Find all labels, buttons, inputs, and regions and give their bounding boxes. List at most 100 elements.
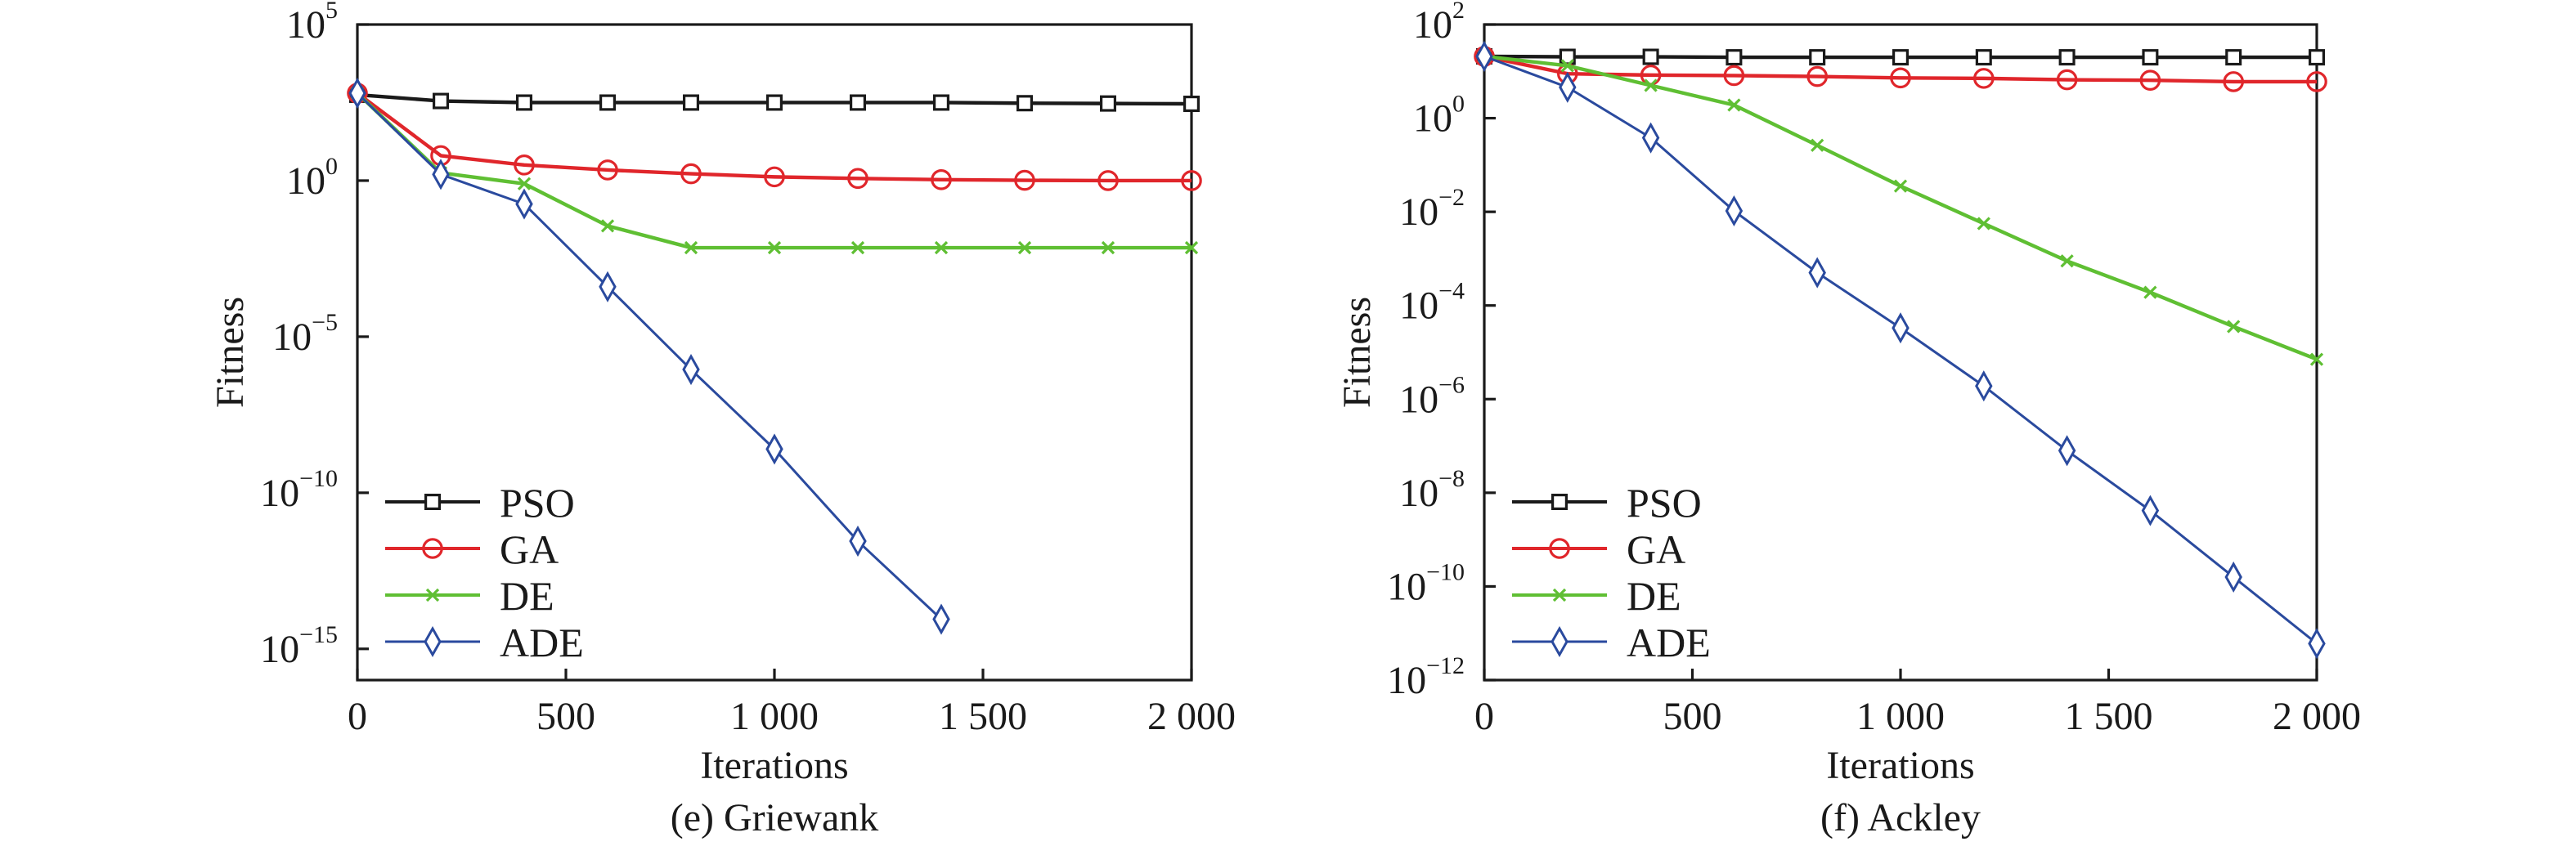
data-point-ga (2306, 71, 2327, 92)
y-tick-label: 10−5 (272, 309, 338, 359)
data-point-de (1560, 59, 1574, 73)
data-point-pso (932, 94, 949, 111)
legend-marker-pso (424, 493, 441, 510)
data-point-de (1893, 179, 1908, 193)
data-point-ga (2139, 69, 2161, 91)
x-tick-label: 1 000 (730, 695, 819, 738)
data-point-de (2060, 254, 2074, 268)
data-point-ade (932, 603, 950, 635)
data-point-de (1644, 78, 1658, 92)
data-point-ga (1723, 65, 1745, 87)
series-de (350, 86, 1199, 255)
legend-label: GA (1627, 526, 1685, 572)
legend-label: PSO (500, 480, 575, 526)
x-tick-label: 1 500 (2065, 695, 2153, 738)
data-point-pso (1975, 49, 1992, 66)
data-point-pso (432, 92, 449, 110)
series-line-de (356, 92, 1192, 250)
data-point-ade (2141, 495, 2160, 526)
data-point-pso (1726, 49, 1743, 66)
data-point-ade (515, 188, 533, 220)
data-point-ga (1806, 65, 1828, 87)
data-point-ga (1181, 170, 1202, 191)
x-tick-label: 1 500 (939, 695, 1027, 738)
data-point-ade (1892, 312, 1910, 344)
data-point-de (2309, 352, 2324, 366)
data-point-pso (849, 94, 866, 111)
series-ade (348, 77, 950, 635)
data-point-de (1727, 98, 1741, 112)
series-line-ade (1483, 55, 2318, 645)
chart-ackley: 102 100 10−2 10−4 10−6 10−8 10−10 10−120 500 1 00… (1335, 0, 2361, 839)
x-axis-label: Iterations (1826, 744, 1974, 787)
data-point-ade (2224, 561, 2242, 593)
data-point-ade (2308, 628, 2326, 660)
data-point-de (934, 240, 949, 255)
data-point-ade (1559, 71, 1577, 103)
legend-label: ADE (1627, 620, 1711, 665)
legend-marker-de (425, 588, 440, 602)
legend-item-ade: ADE (385, 620, 584, 665)
legend-item-pso: PSO (385, 480, 575, 526)
data-point-de (1811, 138, 1824, 152)
data-point-de (850, 240, 865, 255)
legend-marker-pso (1551, 493, 1568, 510)
x-tick-label: 1 000 (1856, 695, 1945, 738)
x-tick-label: 0 (1474, 695, 1494, 738)
data-point-de (684, 240, 698, 255)
legend-label: DE (1627, 573, 1681, 619)
data-point-ade (1808, 257, 1826, 289)
legend-item-ga: GA (385, 526, 559, 572)
legend-item-pso: PSO (1512, 480, 1702, 526)
data-point-ade (348, 77, 366, 110)
series-pso (1475, 47, 2326, 66)
plot-frame (1483, 23, 2318, 682)
data-point-pso (2058, 49, 2076, 66)
data-point-ade (682, 353, 700, 386)
y-axis-label: Fitness (209, 297, 252, 408)
y-tick-label: 100 (1413, 91, 1465, 141)
data-point-ga (680, 163, 702, 185)
data-point-ga (1097, 170, 1119, 191)
data-point-pso (1642, 48, 1659, 65)
y-axis-label: Fitness (1335, 297, 1379, 408)
data-point-pso (765, 94, 783, 111)
data-point-pso (1099, 95, 1116, 112)
data-point-pso (682, 94, 699, 111)
data-point-de (767, 240, 782, 255)
data-point-de (517, 177, 532, 190)
legend-label: DE (500, 573, 554, 619)
x-tick-label: 2 000 (1147, 695, 1236, 738)
data-point-de (2227, 320, 2241, 333)
data-point-ga (514, 154, 535, 176)
series-line-ga (1483, 54, 2317, 84)
data-point-ade (2058, 435, 2076, 467)
data-point-de (1101, 240, 1115, 255)
x-tick-label: 0 (348, 695, 367, 738)
legend-marker-de (1552, 588, 1567, 602)
data-point-ade (765, 433, 783, 465)
data-point-ade (849, 525, 867, 557)
series-de (1477, 49, 2324, 366)
y-tick-label: 10−10 (1387, 558, 1465, 608)
data-point-pso (515, 94, 532, 111)
series-ade (1475, 40, 2326, 660)
data-point-pso (599, 94, 616, 111)
data-point-ga (597, 159, 618, 181)
data-point-de (2143, 285, 2157, 299)
data-point-pso (2225, 49, 2242, 66)
data-point-de (1977, 217, 1990, 231)
data-point-de (600, 219, 615, 233)
data-point-ga (2223, 71, 2244, 92)
data-point-pso (1016, 95, 1033, 112)
y-tick-label: 10−15 (260, 621, 338, 671)
legend-marker-ade (1551, 625, 1568, 658)
data-point-ade (432, 159, 450, 190)
y-tick-label: 10−12 (1387, 652, 1465, 702)
legend-label: PSO (1627, 480, 1702, 526)
data-point-ade (1975, 370, 1993, 402)
data-point-ga (764, 166, 785, 188)
data-point-ade (1725, 195, 1744, 227)
